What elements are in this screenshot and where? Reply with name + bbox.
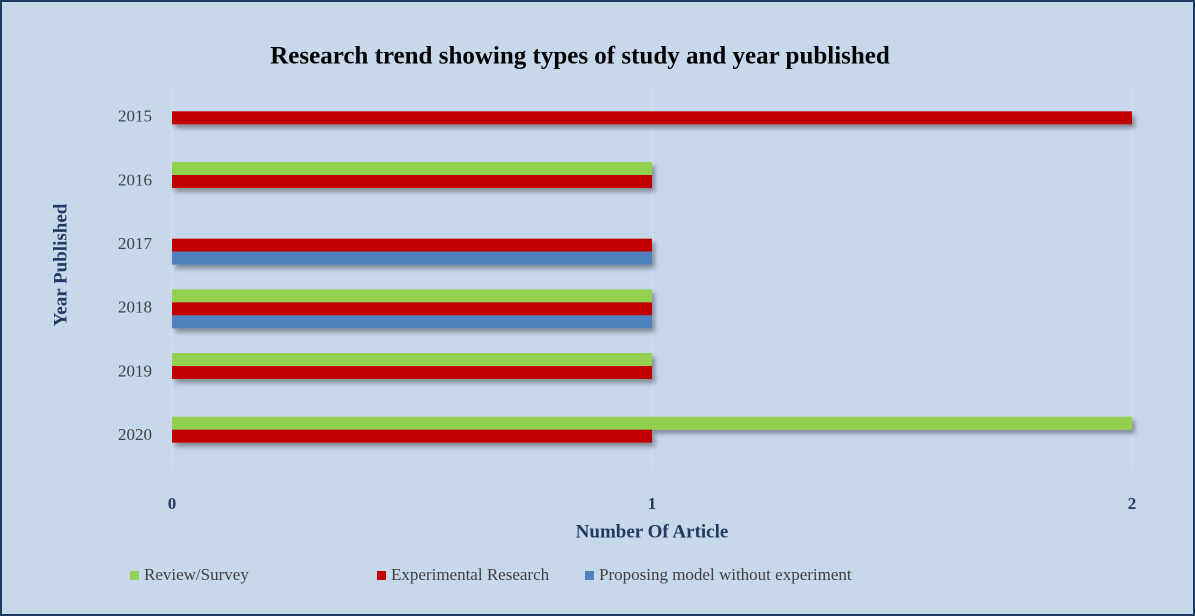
y-tick-label: 2018: [118, 298, 152, 317]
legend-label: Proposing model without experiment: [599, 565, 852, 584]
y-axis-label: Year Published: [50, 203, 71, 326]
y-tick-label: 2017: [118, 234, 153, 253]
legend-swatch: [377, 571, 386, 580]
x-tick-label: 1: [648, 494, 657, 513]
y-tick-label: 2015: [118, 107, 152, 126]
bar: [172, 416, 1132, 430]
bar: [172, 315, 652, 329]
bar: [172, 251, 652, 265]
bar: [172, 162, 652, 175]
bar: [172, 429, 652, 443]
bar: [172, 353, 652, 366]
bar: [172, 238, 652, 252]
y-tick-label: 2019: [118, 361, 152, 380]
y-tick-label: 2016: [118, 170, 152, 189]
chart-title: Research trend showing types of study an…: [270, 43, 890, 70]
bar: [172, 366, 652, 379]
legend-swatch: [130, 571, 139, 580]
bar: [172, 289, 652, 303]
x-tick-label: 0: [168, 494, 177, 513]
bar: [172, 111, 1132, 125]
bar: [172, 175, 652, 188]
x-tick-label: 2: [1128, 494, 1137, 513]
legend-label: Review/Survey: [144, 565, 249, 584]
legend-swatch: [585, 571, 594, 580]
y-tick-label: 2020: [118, 425, 152, 444]
x-axis-label: Number Of Article: [576, 521, 729, 542]
legend-label: Experimental Research: [391, 565, 550, 584]
bar: [172, 302, 652, 316]
